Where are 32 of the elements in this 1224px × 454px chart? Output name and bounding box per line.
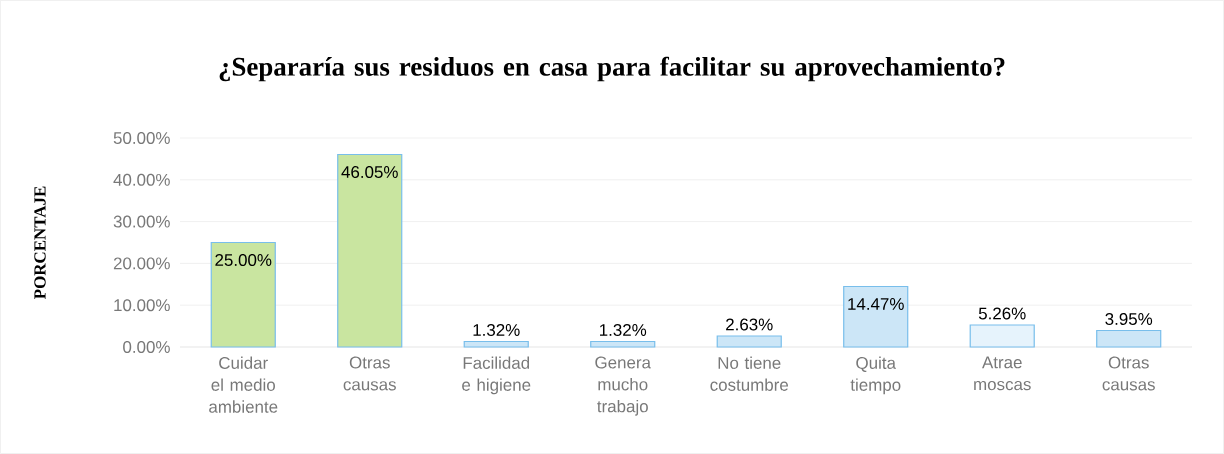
data-label: 1.32% [473, 323, 520, 336]
x-tick-label: Otras causas [1102, 356, 1155, 391]
y-tick-label: 50.00% [113, 132, 170, 144]
data-label: 1.32% [600, 323, 647, 336]
x-tick-label: Facilidad e higiene [462, 356, 531, 395]
chart-title: ¿Separaría sus residuos en casa para facilitar su aprovechamiento? [219, 56, 1005, 82]
y-tick-label: 40.00% [113, 173, 170, 186]
bar [463, 340, 529, 348]
bar [969, 324, 1035, 348]
x-tick-label: No tiene costumbre [710, 356, 789, 391]
data-label: 2.63% [726, 318, 773, 331]
bar [1096, 329, 1162, 348]
x-tick-label: Otras causas [343, 356, 396, 391]
data-label: 3.95% [1105, 312, 1153, 325]
data-label: 25.00% [215, 254, 272, 267]
y-tick-label: 30.00% [113, 215, 170, 228]
bar [210, 241, 276, 348]
bar [337, 153, 403, 348]
bar [590, 340, 656, 348]
data-label: 14.47% [848, 298, 904, 310]
bar [843, 285, 909, 348]
x-tick-label: Genera mucho trabajo [595, 356, 651, 416]
data-label: 46.05% [341, 166, 398, 179]
bar [716, 335, 782, 348]
y-tick-label: 0.00% [123, 341, 170, 353]
y-tick-label: 20.00% [113, 257, 170, 270]
x-tick-label: Cuidar el medio ambiente [209, 356, 278, 413]
y-tick-label: 10.00% [114, 299, 170, 312]
x-tick-label: Quita tiempo [850, 356, 901, 395]
x-tick-label: Atrae moscas [974, 356, 1031, 391]
y-axis-title: PORCENTAJE [34, 186, 46, 299]
data-label: 5.26% [978, 307, 1026, 320]
